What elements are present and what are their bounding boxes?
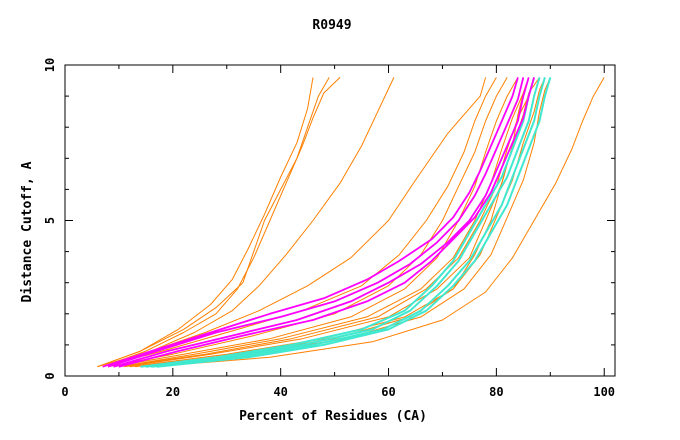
group-orange-steep-line-4 bbox=[102, 77, 395, 368]
series-layer bbox=[97, 77, 605, 368]
y-tick-label: 0 bbox=[43, 372, 57, 379]
group-magenta-line-1 bbox=[102, 77, 519, 368]
x-tick-label: 40 bbox=[273, 385, 287, 399]
group-orange-steep-line-5 bbox=[97, 77, 487, 368]
group-orange-main-line-6 bbox=[140, 77, 551, 368]
group-cyan-line-1 bbox=[140, 77, 536, 368]
x-tick-label: 100 bbox=[593, 385, 615, 399]
group-magenta-line-2 bbox=[107, 77, 525, 368]
y-tick-label: 10 bbox=[43, 58, 57, 72]
group-orange-main-line-3 bbox=[118, 77, 530, 368]
group-magenta-line-4 bbox=[118, 77, 535, 368]
x-axis-label: Percent of Residues (CA) bbox=[239, 409, 427, 424]
group-orange-main-line-7 bbox=[151, 77, 605, 368]
group-magenta-line-3 bbox=[113, 77, 530, 368]
x-tick-label: 80 bbox=[489, 385, 503, 399]
y-tick-label: 5 bbox=[43, 217, 57, 224]
group-orange-main-line-1 bbox=[108, 77, 508, 368]
group-orange-main-line-2 bbox=[113, 77, 519, 368]
group-cyan-line-3 bbox=[151, 77, 546, 368]
x-tick-label: 20 bbox=[166, 385, 180, 399]
axis-layer: 0 20 40 60 80 100 0 5 10 bbox=[43, 58, 615, 399]
chart-title: R0949 bbox=[312, 18, 351, 33]
x-tick-label: 60 bbox=[381, 385, 395, 399]
group-orange-steep-line-2 bbox=[102, 77, 341, 368]
group-orange-steep-line-1 bbox=[97, 77, 330, 368]
group-orange-main-line-8 bbox=[102, 77, 497, 368]
group-cyan-line-4 bbox=[156, 77, 552, 368]
y-axis-label: Distance Cutoff, A bbox=[20, 161, 35, 302]
group-cyan-line-2 bbox=[145, 77, 541, 368]
x-tick-label: 0 bbox=[61, 385, 68, 399]
group-orange-steep-line-3 bbox=[97, 77, 314, 368]
